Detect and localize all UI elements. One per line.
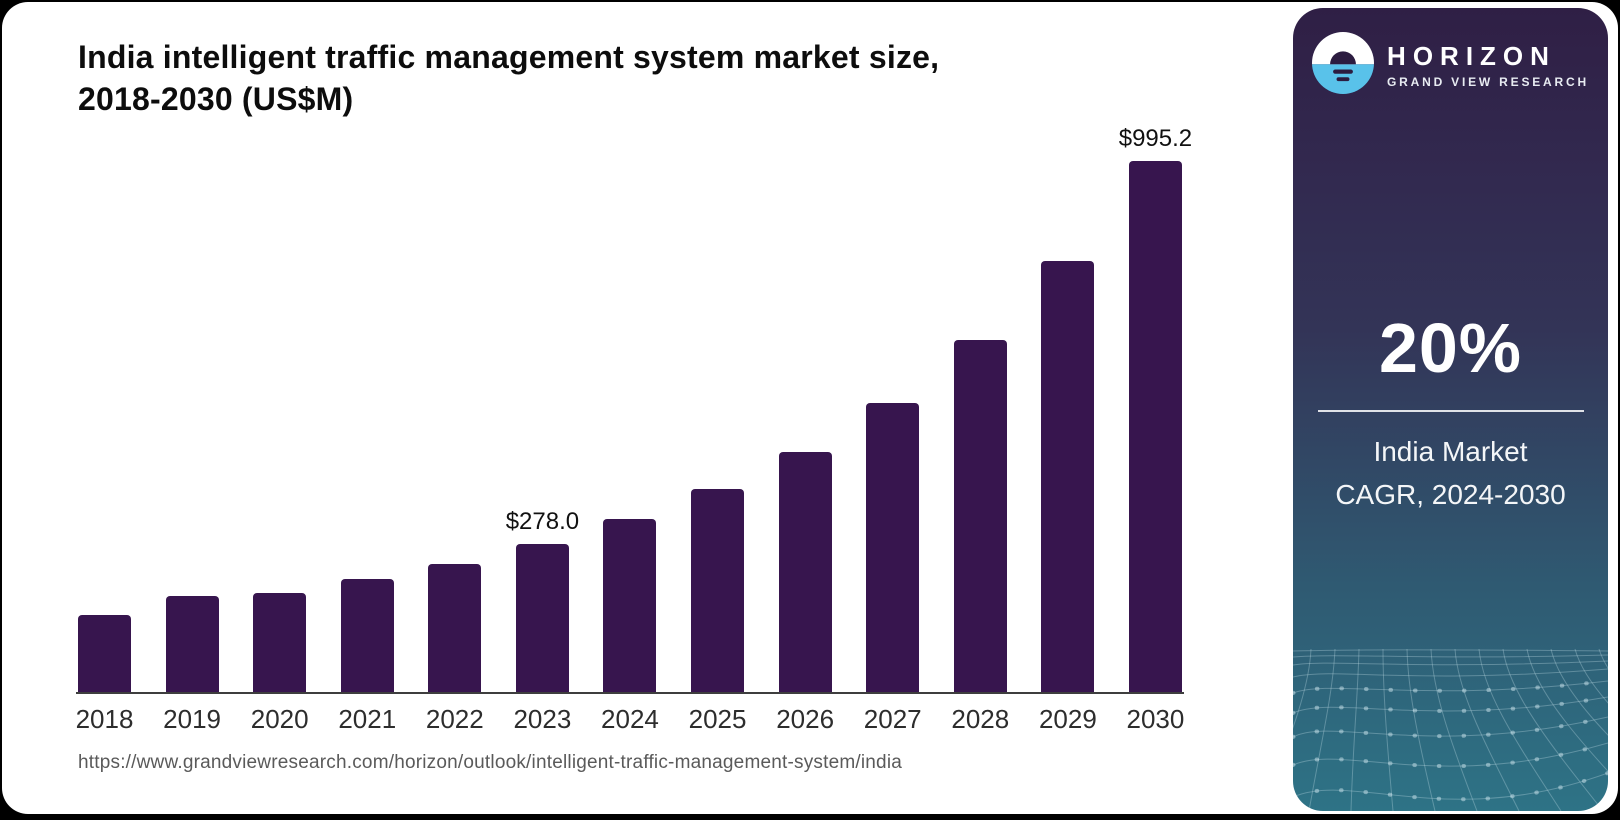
- x-tick-2026: 2026: [776, 704, 835, 734]
- x-tick-2027: 2027: [863, 704, 922, 734]
- bar-2022: [428, 564, 482, 692]
- bar-2024: [603, 519, 657, 692]
- bar-2029: [1041, 261, 1095, 692]
- bar-2026: [778, 452, 832, 692]
- bar-2027: [866, 403, 920, 692]
- x-tick-2018: 2018: [75, 704, 134, 734]
- x-tick-2020: 2020: [250, 704, 309, 734]
- source-url: https://www.grandviewresearch.com/horizo…: [78, 752, 903, 773]
- value-label-2023: $278.0: [505, 508, 580, 535]
- page-title: India intelligent traffic management sys…: [78, 36, 1158, 120]
- x-tick-2025: 2025: [688, 704, 747, 734]
- bar-2025: [691, 489, 745, 692]
- x-tick-2029: 2029: [1038, 704, 1097, 734]
- x-tick-2030: 2030: [1126, 704, 1185, 734]
- value-label-2030: $995.2: [1118, 125, 1193, 152]
- brand-subtitle: GRAND VIEW RESEARCH: [1387, 75, 1589, 90]
- brand-text: HORIZON GRAND VIEW RESEARCH: [1387, 42, 1589, 90]
- x-tick-2022: 2022: [425, 704, 484, 734]
- x-axis-labels: 2018 2019 2020 2021 2022 2023 2024 2025 2026 2027…: [75, 704, 1185, 738]
- cagr-caption: India Market CAGR, 2024-2030: [1293, 430, 1608, 517]
- x-tick-2028: 2028: [951, 704, 1010, 734]
- horizon-sun-circle-icon: [1312, 32, 1375, 99]
- bar-2030: $995.2: [1119, 125, 1192, 692]
- bar-2023: $278.0: [506, 508, 579, 692]
- page-title-line1: India intelligent traffic management sys…: [78, 39, 940, 75]
- bar-2018: [78, 615, 131, 692]
- x-axis-line: [76, 692, 1184, 694]
- cagr-caption-line2: CAGR, 2024-2030: [1335, 479, 1566, 511]
- stat-divider: [1317, 410, 1584, 412]
- x-tick-2019: 2019: [163, 704, 221, 734]
- brand-name: HORIZON: [1387, 40, 1556, 71]
- bar-2028: [953, 340, 1007, 692]
- brand-block: HORIZON GRAND VIEW RESEARCH: [1293, 32, 1608, 99]
- bar-2021: [340, 579, 394, 692]
- x-tick-2024: 2024: [601, 704, 659, 734]
- cagr-caption-line1: India Market: [1373, 436, 1528, 467]
- x-tick-2021: 2021: [338, 704, 397, 734]
- bar-2020: [253, 593, 307, 692]
- cagr-stat-block: 20% India Market CAGR, 2024-2030: [1293, 308, 1608, 517]
- x-tick-2023: 2023: [513, 704, 572, 734]
- sidebar-panel: HORIZON GRAND VIEW RESEARCH 20% India Ma…: [1293, 8, 1608, 811]
- page-title-line2: 2018-2030 (US$M): [78, 81, 354, 118]
- wireframe-mesh-decoration: [1293, 648, 1608, 811]
- bar-plot: $278.0 $995.2: [78, 125, 1192, 692]
- bar-2019: [165, 596, 219, 692]
- cagr-value: 20%: [1378, 309, 1523, 387]
